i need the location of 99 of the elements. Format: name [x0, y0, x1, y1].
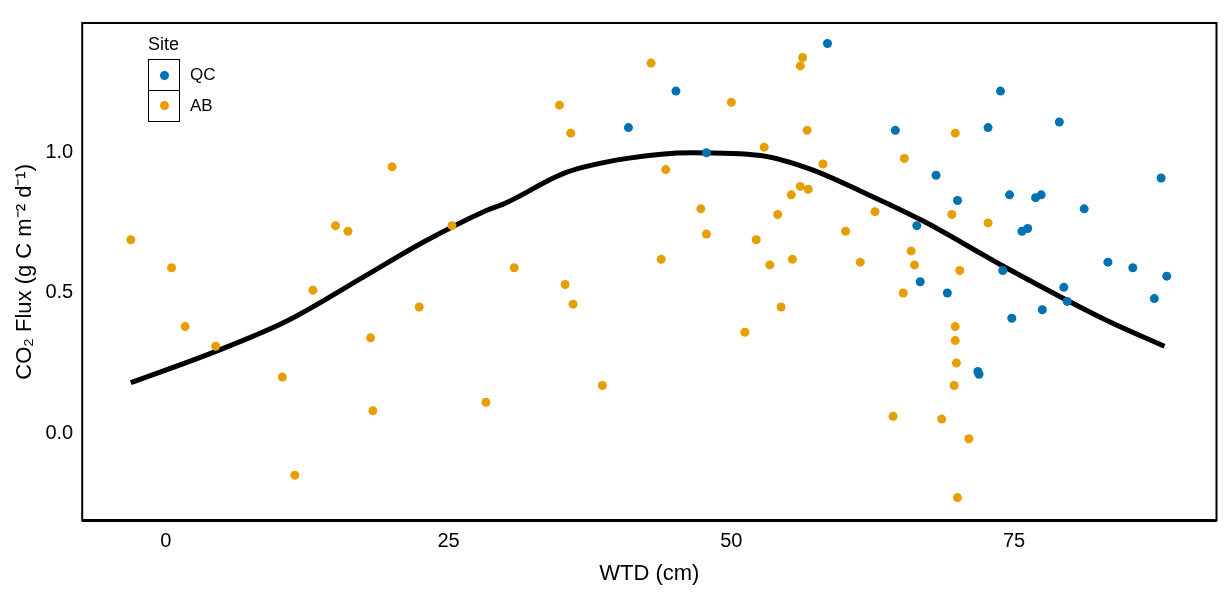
point	[951, 358, 961, 368]
point	[1062, 296, 1072, 306]
point	[661, 165, 671, 175]
point	[803, 184, 813, 194]
point	[646, 58, 656, 68]
point	[560, 280, 570, 290]
x-tick-label: 75	[1002, 529, 1026, 552]
point	[765, 260, 775, 270]
point	[656, 254, 666, 264]
point	[1007, 313, 1017, 323]
point	[795, 181, 805, 191]
point	[1128, 263, 1138, 273]
point	[759, 142, 769, 152]
point	[481, 397, 491, 407]
point	[308, 285, 318, 295]
point	[366, 333, 376, 343]
point	[387, 162, 397, 172]
point	[841, 226, 851, 236]
point	[964, 434, 974, 444]
point	[910, 260, 920, 270]
point	[822, 38, 832, 48]
point	[1059, 282, 1069, 292]
point	[950, 322, 960, 332]
y-tick-label: 0.0	[45, 420, 74, 443]
point	[937, 414, 947, 424]
point	[1054, 117, 1064, 127]
point	[1036, 190, 1046, 200]
x-tick-label: 50	[720, 529, 743, 552]
point	[787, 254, 797, 264]
point	[912, 221, 922, 231]
point	[1005, 190, 1015, 200]
point	[331, 221, 341, 231]
point	[740, 327, 750, 337]
point	[554, 100, 564, 110]
point	[211, 341, 221, 351]
point	[568, 299, 578, 309]
point	[949, 380, 959, 390]
point	[776, 302, 786, 312]
point	[870, 207, 880, 217]
point	[701, 229, 711, 239]
point	[953, 493, 963, 503]
point	[701, 148, 711, 158]
point	[950, 128, 960, 138]
point	[953, 195, 963, 205]
point	[915, 277, 925, 287]
legend-label: AB	[190, 96, 213, 117]
point	[855, 257, 865, 267]
point	[414, 302, 424, 312]
point	[983, 218, 993, 228]
point	[947, 209, 957, 219]
point	[277, 372, 287, 382]
point	[509, 263, 519, 273]
point	[1037, 305, 1047, 315]
x-tick-label: 25	[437, 529, 460, 552]
point	[597, 380, 607, 390]
point	[786, 190, 796, 200]
x-axis-title: WTD (cm)	[599, 559, 700, 585]
point	[180, 322, 190, 332]
point	[955, 266, 965, 276]
point	[167, 263, 177, 273]
point	[890, 125, 900, 135]
point	[751, 235, 761, 245]
point	[1103, 257, 1113, 267]
y-tick-label: 0.5	[45, 280, 74, 303]
point	[899, 153, 909, 163]
point	[1079, 204, 1089, 214]
point	[906, 246, 916, 256]
point	[1023, 223, 1033, 233]
point	[368, 406, 378, 416]
point	[566, 128, 576, 138]
point	[950, 336, 960, 346]
point	[983, 123, 993, 133]
x-tick-label: 0	[160, 529, 172, 552]
point	[818, 159, 828, 169]
point	[798, 52, 808, 62]
point	[942, 288, 952, 298]
point	[802, 125, 812, 135]
point	[726, 97, 736, 107]
point	[996, 86, 1005, 96]
point	[773, 209, 783, 219]
point	[1162, 271, 1172, 281]
point	[898, 288, 908, 298]
point	[126, 235, 136, 245]
point	[888, 411, 898, 421]
point	[696, 204, 706, 214]
y-axis-title: CO₂ Flux (g C m⁻² d⁻¹)	[11, 163, 37, 380]
y-tick-label: 1.0	[45, 140, 74, 163]
point	[671, 86, 681, 96]
point	[623, 123, 633, 133]
point	[290, 470, 300, 480]
point	[1156, 173, 1166, 183]
point	[998, 266, 1008, 276]
legend-label: QC	[190, 65, 216, 85]
legend-title: Site	[148, 34, 181, 55]
point	[447, 221, 457, 231]
point	[1149, 294, 1159, 304]
point	[931, 170, 941, 180]
point	[795, 61, 805, 71]
point	[343, 226, 353, 236]
